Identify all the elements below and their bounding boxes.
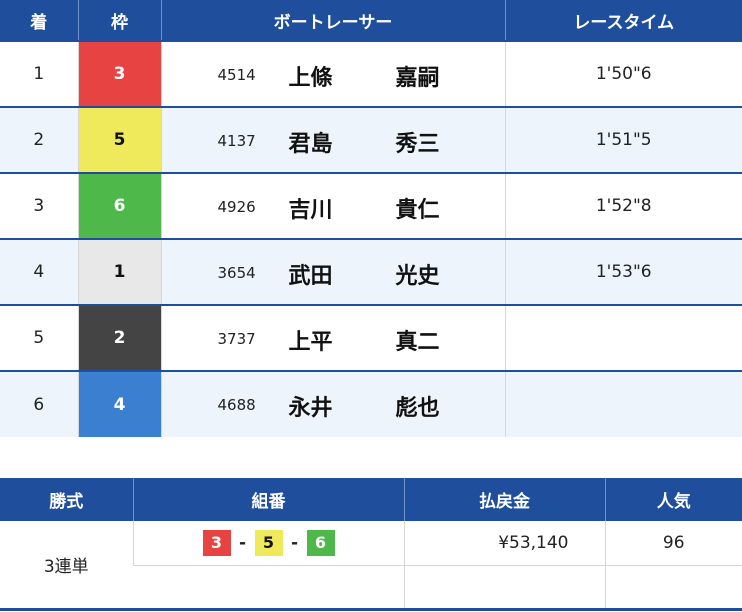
racer-last-name: 上平	[288, 330, 333, 355]
racer-cell: 4688 永井 彪也	[160, 370, 505, 437]
racer-last-name: 武田	[288, 264, 333, 289]
frame-number: 5	[77, 106, 161, 173]
place: 2	[0, 106, 78, 173]
racer-number: 4688	[217, 396, 256, 414]
place: 5	[0, 304, 78, 371]
empty-cell	[403, 564, 605, 611]
racer-first-name: 彪也	[395, 396, 440, 421]
result-row: 4 1 3654 武田 光史 1'53"6	[0, 238, 742, 305]
combo-chip: 3	[202, 529, 231, 556]
combo-chip: 6	[306, 529, 335, 556]
race-time: 1'53"6	[504, 238, 742, 305]
racer-number: 4926	[217, 198, 256, 216]
popularity: 96	[604, 521, 742, 565]
racer-cell: 3654 武田 光史	[160, 238, 505, 305]
empty-cell	[604, 564, 742, 611]
header-combination: 組番	[132, 478, 404, 521]
racer-cell: 4514 上條 嘉嗣	[160, 40, 505, 107]
race-time: 1'51"5	[504, 106, 742, 173]
race-time: 1'52"8	[504, 172, 742, 239]
header-popularity: 人気	[604, 478, 742, 521]
payout-amount: ¥53,140	[403, 521, 605, 565]
result-row: 6 4 4688 永井 彪也	[0, 370, 742, 437]
frame-number: 4	[77, 370, 161, 437]
separator: -	[238, 532, 247, 553]
header-payout: 払戻金	[403, 478, 605, 521]
results-table: 着 枠 ボートレーサー レースタイム 1 3 4514 上條 嘉嗣 1'50"6 2 …	[0, 0, 742, 437]
place: 1	[0, 40, 78, 107]
racer-first-name: 貴仁	[395, 198, 440, 223]
racer-last-name: 吉川	[288, 198, 333, 223]
payout-table: 勝式 組番 払戻金 人気 3連単 3-5-6 ¥53,140 96	[0, 478, 742, 611]
frame-number: 2	[77, 304, 161, 371]
header-time: レースタイム	[504, 0, 742, 41]
racer-last-name: 上條	[288, 66, 333, 91]
place: 4	[0, 238, 78, 305]
header-frame: 枠	[77, 0, 161, 41]
result-row: 1 3 4514 上條 嘉嗣 1'50"6	[0, 40, 742, 107]
racer-number: 4137	[217, 132, 256, 150]
racer-cell: 3737 上平 真二	[160, 304, 505, 371]
result-row: 2 5 4137 君島 秀三 1'51"5	[0, 106, 742, 173]
racer-cell: 4926 吉川 貴仁	[160, 172, 505, 239]
race-time: 1'50"6	[504, 40, 742, 107]
frame-number: 1	[77, 238, 161, 305]
frame-number: 3	[77, 40, 161, 107]
header-place: 着	[0, 0, 78, 41]
race-time	[504, 370, 742, 437]
combination: 3-5-6	[132, 521, 404, 565]
race-time	[504, 304, 742, 371]
racer-last-name: 君島	[288, 132, 333, 157]
racer-number: 3654	[217, 264, 256, 282]
frame-number: 6	[77, 172, 161, 239]
racer-number: 3737	[217, 330, 256, 348]
bet-type: 3連単	[0, 521, 133, 611]
racer-number: 4514	[217, 66, 256, 84]
header-racer: ボートレーサー	[160, 0, 505, 41]
empty-cell	[133, 564, 404, 611]
result-row: 3 6 4926 吉川 貴仁 1'52"8	[0, 172, 742, 239]
racer-last-name: 永井	[288, 396, 333, 421]
racer-first-name: 嘉嗣	[395, 66, 440, 91]
place: 3	[0, 172, 78, 239]
racer-first-name: 光史	[395, 264, 440, 289]
racer-first-name: 秀三	[395, 132, 440, 157]
racer-first-name: 真二	[395, 330, 440, 355]
result-row: 5 2 3737 上平 真二	[0, 304, 742, 371]
racer-cell: 4137 君島 秀三	[160, 106, 505, 173]
separator: -	[290, 532, 299, 553]
place: 6	[0, 370, 78, 437]
combo-chip: 5	[254, 529, 283, 556]
header-bet-type: 勝式	[0, 478, 133, 521]
